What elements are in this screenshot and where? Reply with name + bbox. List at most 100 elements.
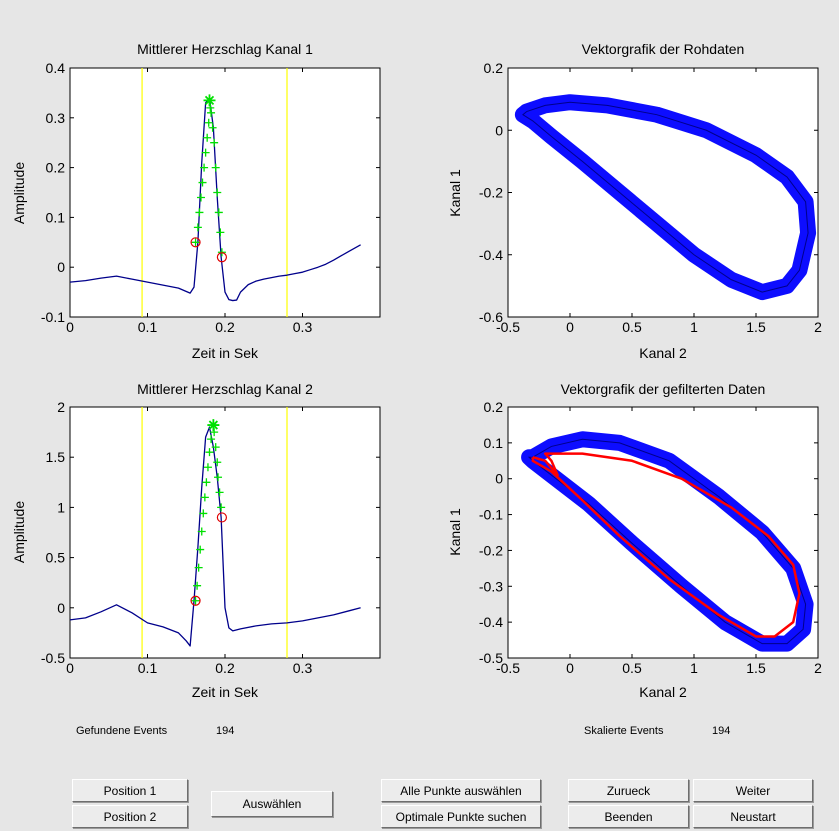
green-plus-marker: [196, 193, 205, 202]
plot3-ylabel: Amplitude: [11, 501, 27, 563]
plot4-ylabel: Kanal 1: [447, 508, 463, 556]
position-1-button[interactable]: Position 1: [72, 779, 188, 802]
green-plus-marker: [211, 163, 220, 172]
xtick-label: 0.5: [622, 660, 642, 676]
green-plus-marker: [213, 188, 222, 197]
plot-herzschlag-kanal-1: Mittlerer Herzschlag Kanal 1 Zeit in Sek…: [11, 41, 381, 361]
ytick-label: -0.4: [479, 614, 503, 630]
heartbeat-line: [69, 97, 361, 302]
green-plus-marker: [210, 138, 219, 147]
plot3-xlabel: Zeit in Sek: [192, 684, 259, 700]
plot-vektorgrafik-rohdaten: Vektorgrafik der Rohdaten Kanal 2 Kanal …: [447, 41, 822, 361]
plot-area-1: [69, 67, 381, 318]
xtick-label: 0.1: [138, 319, 158, 335]
green-plus-marker: [217, 503, 226, 512]
plot2-ylabel: Kanal 1: [447, 169, 463, 217]
peak-star-marker: [207, 419, 220, 432]
position-2-button[interactable]: Position 2: [72, 805, 188, 828]
ytick-label: 0.2: [46, 160, 66, 176]
xtick-label: 1.5: [746, 660, 766, 676]
xtick-label: 2: [814, 319, 822, 335]
plot1-title: Mittlerer Herzschlag Kanal 1: [137, 41, 313, 57]
xtick-label: 0.5: [622, 319, 642, 335]
filtered-mean-loop: [531, 452, 801, 638]
vector-loop-line: [527, 438, 807, 645]
ytick-label: -0.1: [479, 507, 503, 523]
ytick-label: -0.4: [479, 247, 503, 263]
xtick-label: -0.5: [496, 660, 520, 676]
ytick-label: -0.5: [41, 650, 65, 666]
optimale-punkte-suchen-button[interactable]: Optimale Punkte suchen: [381, 805, 541, 828]
ytick-label: -0.1: [41, 309, 65, 325]
green-plus-marker: [200, 493, 209, 502]
green-plus-marker: [202, 478, 211, 487]
ytick-label: 0.4: [46, 60, 66, 76]
ytick-label: 0: [57, 600, 65, 616]
green-plus-marker: [195, 208, 204, 217]
ytick-label: -0.3: [479, 578, 503, 594]
ytick-label: -0.5: [479, 650, 503, 666]
ytick-label: 0.1: [46, 209, 66, 225]
red-circle-marker: [190, 595, 201, 606]
xtick-label: -0.5: [496, 319, 520, 335]
xtick-label: 0.3: [293, 660, 313, 676]
plot-vektorgrafik-gefiltert: Vektorgrafik der gefilterten Daten Kanal…: [447, 381, 822, 700]
events-label: Gefundene Events: [76, 725, 168, 737]
ytick-label: 0.3: [46, 110, 66, 126]
ytick-label: 1.5: [46, 449, 66, 465]
plot4-xlabel: Kanal 2: [639, 684, 687, 700]
ytick-label: 0.2: [484, 60, 504, 76]
plot4-title: Vektorgrafik der gefilterten Daten: [561, 381, 766, 397]
green-plus-marker: [211, 443, 220, 452]
xtick-label: 0: [66, 319, 74, 335]
events-value: 194: [216, 725, 235, 737]
xtick-label: 0.2: [215, 319, 235, 335]
green-plus-marker: [194, 563, 203, 572]
green-plus-marker: [201, 148, 210, 157]
ytick-label: 0.1: [484, 435, 504, 451]
green-plus-marker: [191, 596, 200, 605]
auswaehlen-button[interactable]: Auswählen: [211, 791, 333, 817]
zurueck-button[interactable]: Zurueck: [568, 779, 689, 802]
xtick-label: 0.3: [293, 319, 313, 335]
green-plus-marker: [198, 178, 207, 187]
green-plus-marker: [215, 488, 224, 497]
xtick-label: 1.5: [746, 319, 766, 335]
green-plus-marker: [196, 545, 205, 554]
xtick-label: 2: [814, 660, 822, 676]
green-plus-marker: [197, 527, 206, 536]
green-plus-marker: [199, 509, 208, 518]
ytick-label: 0.5: [46, 550, 66, 566]
ytick-label: 0: [495, 122, 503, 138]
neustart-button[interactable]: Neustart: [693, 805, 813, 828]
ytick-label: 0: [57, 259, 65, 275]
peak-star-marker: [203, 94, 216, 107]
green-plus-marker: [203, 133, 212, 142]
plot-herzschlag-kanal-2: Mittlerer Herzschlag Kanal 2 Zeit in Sek…: [11, 381, 381, 700]
green-plus-marker: [214, 473, 223, 482]
ytick-label: 1: [57, 499, 65, 515]
plot1-ylabel: Amplitude: [11, 162, 27, 224]
green-plus-marker: [193, 223, 202, 232]
red-circle-marker: [190, 237, 201, 248]
ytick-label: -0.2: [479, 185, 503, 201]
weiter-button[interactable]: Weiter: [693, 779, 813, 802]
green-plus-marker: [193, 581, 202, 590]
xtick-label: 0: [66, 660, 74, 676]
beenden-button[interactable]: Beenden: [568, 805, 689, 828]
vector-loop-line: [522, 101, 809, 293]
red-circle-marker: [216, 252, 227, 263]
ytick-label: -0.6: [479, 309, 503, 325]
xtick-label: 1: [690, 319, 698, 335]
scaled-events-value: 194: [712, 725, 731, 737]
alle-punkte-auswaehlen-button[interactable]: Alle Punkte auswählen: [381, 779, 541, 802]
scaled-events-label: Skalierte Events: [584, 725, 664, 737]
xtick-label: 0.2: [215, 660, 235, 676]
green-plus-marker: [191, 238, 200, 247]
green-plus-marker: [203, 463, 212, 472]
xtick-label: 0.1: [138, 660, 158, 676]
plot1-xlabel: Zeit in Sek: [192, 345, 259, 361]
green-plus-marker: [205, 448, 214, 457]
green-plus-marker: [216, 228, 225, 237]
